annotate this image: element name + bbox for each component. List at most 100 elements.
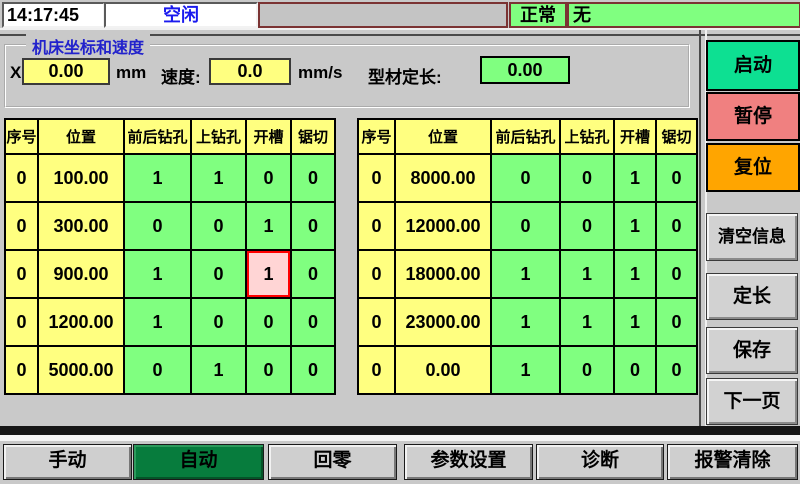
cell-flag[interactable]: 0	[559, 345, 615, 395]
cell-flag[interactable]: 1	[190, 345, 247, 395]
cell-flag[interactable]: 1	[245, 249, 292, 299]
cell-flag[interactable]: 0	[190, 249, 247, 299]
cell-position[interactable]: 12000.00	[394, 201, 492, 251]
cell-seq[interactable]: 0	[4, 297, 39, 347]
profile-length-label: 型材定长:	[368, 68, 442, 87]
cell-flag[interactable]: 1	[123, 153, 192, 203]
profile-length-field[interactable]: 0.00	[480, 56, 570, 84]
table-row: 0 300.00 0 0 1 0	[4, 201, 336, 251]
save-button[interactable]: 保存	[706, 327, 798, 374]
cell-seq[interactable]: 0	[4, 153, 39, 203]
x-position-field[interactable]: 0.00	[22, 58, 110, 85]
cell-flag[interactable]: 0	[655, 201, 698, 251]
alarm-state-display: 正常	[509, 2, 567, 28]
table-row: 0 5000.00 0 1 0 0	[4, 345, 336, 395]
fixed-length-button[interactable]: 定长	[706, 273, 798, 320]
tab-auto[interactable]: 自动	[133, 444, 264, 480]
cell-flag[interactable]: 0	[655, 153, 698, 203]
column-header: 序号	[4, 118, 39, 155]
cell-position[interactable]: 18000.00	[394, 249, 492, 299]
topbar-divider	[0, 28, 800, 36]
reset-button[interactable]: 复位	[706, 143, 800, 192]
tab-manual[interactable]: 手动	[3, 444, 132, 480]
cell-flag[interactable]: 0	[290, 201, 336, 251]
table-row: 0 18000.00 1 1 1 0	[357, 249, 698, 299]
clock-display: 14:17:45	[2, 2, 105, 28]
cell-seq[interactable]: 0	[357, 153, 396, 203]
tab-alarm-clear[interactable]: 报警清除	[667, 444, 798, 480]
cell-flag[interactable]: 1	[613, 249, 657, 299]
cell-position[interactable]: 1200.00	[37, 297, 125, 347]
cell-flag[interactable]: 0	[245, 153, 292, 203]
cell-flag[interactable]: 1	[490, 297, 561, 347]
cell-flag[interactable]: 1	[490, 249, 561, 299]
cell-flag[interactable]: 0	[245, 297, 292, 347]
machine-state-display: 空闲	[104, 2, 258, 28]
cell-position[interactable]: 100.00	[37, 153, 125, 203]
cell-seq[interactable]: 0	[357, 345, 396, 395]
cell-seq[interactable]: 0	[357, 249, 396, 299]
cell-flag[interactable]: 0	[655, 249, 698, 299]
cell-flag[interactable]: 0	[123, 345, 192, 395]
cell-flag[interactable]: 0	[490, 153, 561, 203]
cell-seq[interactable]: 0	[357, 297, 396, 347]
start-button[interactable]: 启动	[706, 40, 800, 91]
column-header: 锯切	[290, 118, 336, 155]
cell-flag[interactable]: 0	[655, 345, 698, 395]
cell-position[interactable]: 5000.00	[37, 345, 125, 395]
column-header: 前后钻孔	[490, 118, 561, 155]
cell-flag[interactable]: 0	[490, 201, 561, 251]
cell-seq[interactable]: 0	[4, 201, 39, 251]
x-axis-label: X	[10, 63, 22, 82]
status-filler-box	[258, 2, 508, 28]
column-header: 开槽	[245, 118, 292, 155]
cell-flag[interactable]: 1	[490, 345, 561, 395]
cell-flag[interactable]: 0	[290, 249, 336, 299]
cell-flag[interactable]: 0	[290, 297, 336, 347]
sequence-table-right: 序号 位置 前后钻孔 上钻孔 开槽 锯切 0 8000.00 0 0 1 0 0 12000.00 0 0 1 0…	[357, 118, 698, 395]
cell-seq[interactable]: 0	[4, 249, 39, 299]
column-header: 序号	[357, 118, 396, 155]
cell-position[interactable]: 23000.00	[394, 297, 492, 347]
cell-flag[interactable]: 1	[123, 297, 192, 347]
cell-flag[interactable]: 1	[613, 201, 657, 251]
column-header: 上钻孔	[190, 118, 247, 155]
column-header: 开槽	[613, 118, 657, 155]
cell-flag[interactable]: 0	[190, 297, 247, 347]
cell-position[interactable]: 0.00	[394, 345, 492, 395]
cell-position[interactable]: 900.00	[37, 249, 125, 299]
cell-flag[interactable]: 0	[559, 153, 615, 203]
cell-flag[interactable]: 0	[123, 201, 192, 251]
cell-seq[interactable]: 0	[4, 345, 39, 395]
next-page-button[interactable]: 下一页	[706, 378, 798, 425]
cell-flag[interactable]: 1	[123, 249, 192, 299]
cell-flag[interactable]: 1	[245, 201, 292, 251]
cell-flag[interactable]: 0	[290, 345, 336, 395]
speed-field[interactable]: 0.0	[209, 58, 291, 85]
column-header: 前后钻孔	[123, 118, 192, 155]
panel-title: 机床坐标和速度	[26, 34, 151, 58]
cell-flag[interactable]: 0	[290, 153, 336, 203]
cell-position[interactable]: 8000.00	[394, 153, 492, 203]
clear-info-button[interactable]: 清空信息	[706, 213, 798, 261]
cell-flag[interactable]: 0	[655, 297, 698, 347]
cell-flag[interactable]: 1	[559, 297, 615, 347]
cell-flag[interactable]: 1	[613, 153, 657, 203]
column-header: 位置	[394, 118, 492, 155]
cell-flag[interactable]: 1	[190, 153, 247, 203]
cell-position[interactable]: 300.00	[37, 201, 125, 251]
tab-diagnosis[interactable]: 诊断	[536, 444, 664, 480]
cell-flag[interactable]: 1	[613, 297, 657, 347]
cell-flag[interactable]: 0	[245, 345, 292, 395]
tab-home[interactable]: 回零	[268, 444, 397, 480]
bottom-separator-highlight	[0, 435, 800, 441]
cell-seq[interactable]: 0	[357, 201, 396, 251]
cell-flag[interactable]: 0	[613, 345, 657, 395]
speed-unit-label: mm/s	[298, 63, 343, 82]
bottom-separator	[0, 426, 800, 435]
cell-flag[interactable]: 1	[559, 249, 615, 299]
cell-flag[interactable]: 0	[559, 201, 615, 251]
pause-button[interactable]: 暂停	[706, 92, 800, 141]
cell-flag[interactable]: 0	[190, 201, 247, 251]
tab-params[interactable]: 参数设置	[404, 444, 533, 480]
